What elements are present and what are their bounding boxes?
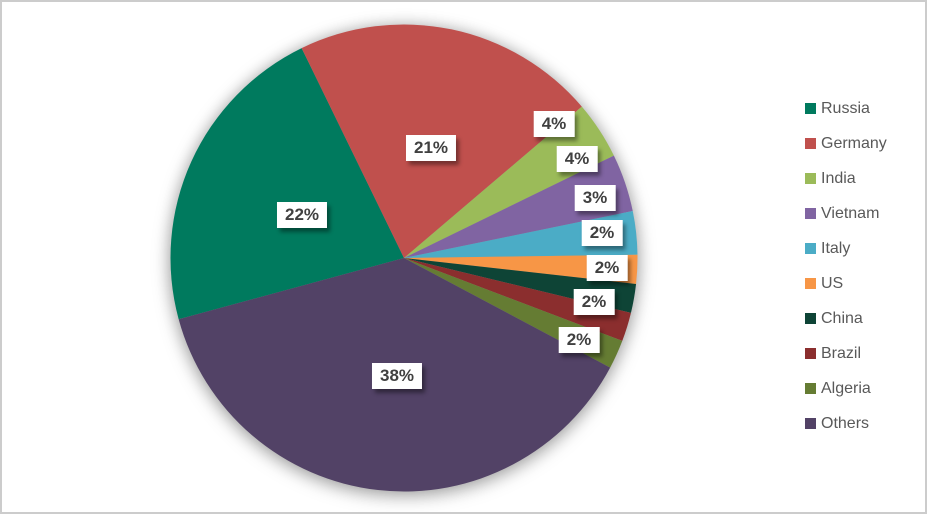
data-label-brazil: 2% bbox=[573, 289, 615, 315]
data-label-others: 38% bbox=[371, 363, 423, 389]
legend-item-russia[interactable]: Russia bbox=[805, 91, 887, 126]
legend-swatch-china bbox=[805, 313, 816, 324]
legend-label: Italy bbox=[821, 239, 851, 257]
legend-swatch-italy bbox=[805, 243, 816, 254]
legend-swatch-others bbox=[805, 418, 816, 429]
data-label-algeria: 2% bbox=[558, 327, 600, 353]
legend-label: Brazil bbox=[821, 344, 862, 362]
legend-swatch-brazil bbox=[805, 348, 816, 359]
legend-item-algeria[interactable]: Algeria bbox=[805, 371, 887, 406]
legend-swatch-india bbox=[805, 173, 816, 184]
legend-label: Russia bbox=[821, 99, 870, 117]
legend-item-brazil[interactable]: Brazil bbox=[805, 336, 887, 371]
pie-slice-russia[interactable] bbox=[170, 48, 404, 320]
legend-label: Algeria bbox=[821, 379, 871, 397]
legend-label: Germany bbox=[821, 134, 887, 152]
pie-slice-india[interactable] bbox=[404, 106, 614, 258]
pie-slice-brazil[interactable] bbox=[404, 258, 631, 341]
legend-item-italy[interactable]: Italy bbox=[805, 231, 887, 266]
legend: Russia Germany India Vietnam Italy US China Bra… bbox=[805, 91, 887, 441]
legend-label: China bbox=[821, 309, 863, 327]
data-label-vietnam: 4% bbox=[556, 146, 598, 172]
pie-slice-us[interactable] bbox=[404, 254, 638, 285]
pie-slice-vietnam[interactable] bbox=[404, 155, 633, 258]
legend-swatch-russia bbox=[805, 103, 816, 114]
legend-label: Others bbox=[821, 414, 870, 432]
legend-swatch-vietnam bbox=[805, 208, 816, 219]
legend-item-others[interactable]: Others bbox=[805, 406, 887, 441]
legend-label: Vietnam bbox=[821, 204, 880, 222]
legend-item-china[interactable]: China bbox=[805, 301, 887, 336]
pie-slice-italy[interactable] bbox=[404, 211, 638, 258]
legend-swatch-germany bbox=[805, 138, 816, 149]
legend-item-us[interactable]: US bbox=[805, 266, 887, 301]
legend-item-germany[interactable]: Germany bbox=[805, 126, 887, 161]
legend-swatch-us bbox=[805, 278, 816, 289]
legend-item-vietnam[interactable]: Vietnam bbox=[805, 196, 887, 231]
legend-item-india[interactable]: India bbox=[805, 161, 887, 196]
data-label-china: 2% bbox=[586, 255, 628, 281]
legend-swatch-algeria bbox=[805, 383, 816, 394]
data-label-us: 2% bbox=[581, 220, 623, 246]
data-label-india: 4% bbox=[533, 111, 575, 137]
data-label-russia: 22% bbox=[276, 202, 328, 228]
data-label-italy: 3% bbox=[574, 185, 616, 211]
legend-label: US bbox=[821, 274, 844, 292]
legend-label: India bbox=[821, 169, 856, 187]
data-label-germany: 21% bbox=[405, 135, 457, 161]
